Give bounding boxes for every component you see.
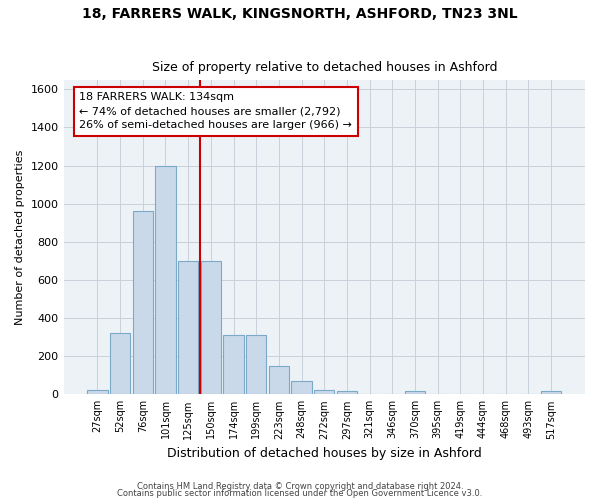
Bar: [87, 390, 107, 394]
Bar: [246, 335, 266, 394]
Bar: [178, 261, 199, 394]
Title: Size of property relative to detached houses in Ashford: Size of property relative to detached ho…: [152, 62, 497, 74]
Bar: [541, 392, 561, 394]
Bar: [223, 335, 244, 394]
Text: 18, FARRERS WALK, KINGSNORTH, ASHFORD, TN23 3NL: 18, FARRERS WALK, KINGSNORTH, ASHFORD, T…: [82, 8, 518, 22]
Bar: [405, 392, 425, 394]
Bar: [200, 261, 221, 394]
Bar: [337, 392, 357, 394]
X-axis label: Distribution of detached houses by size in Ashford: Distribution of detached houses by size …: [167, 447, 482, 460]
Y-axis label: Number of detached properties: Number of detached properties: [15, 150, 25, 325]
Bar: [110, 334, 130, 394]
Bar: [292, 381, 312, 394]
Text: Contains public sector information licensed under the Open Government Licence v3: Contains public sector information licen…: [118, 489, 482, 498]
Bar: [269, 366, 289, 394]
Bar: [314, 390, 334, 394]
Text: 18 FARRERS WALK: 134sqm
← 74% of detached houses are smaller (2,792)
26% of semi: 18 FARRERS WALK: 134sqm ← 74% of detache…: [79, 92, 352, 130]
Bar: [155, 166, 176, 394]
Text: Contains HM Land Registry data © Crown copyright and database right 2024.: Contains HM Land Registry data © Crown c…: [137, 482, 463, 491]
Bar: [133, 212, 153, 394]
